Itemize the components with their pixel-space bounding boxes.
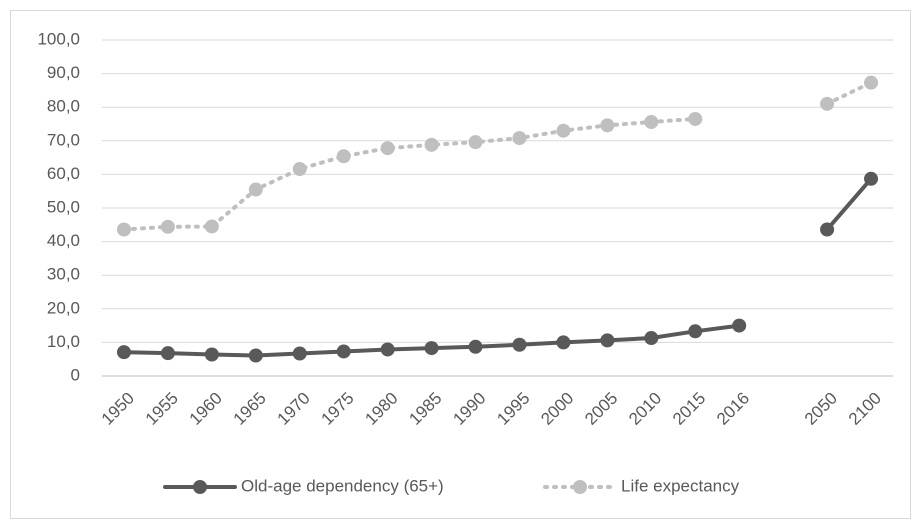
point-marker xyxy=(600,333,615,348)
point-marker xyxy=(336,149,351,164)
point-marker xyxy=(600,118,615,133)
point-marker xyxy=(204,219,219,234)
point-marker xyxy=(380,342,395,357)
y-tick-label: 0 xyxy=(71,365,80,384)
point-marker xyxy=(644,331,659,346)
point-marker xyxy=(820,222,835,237)
y-tick-label: 10,0 xyxy=(47,332,80,351)
point-marker xyxy=(688,111,703,126)
point-marker xyxy=(116,222,131,237)
y-tick-label: 40,0 xyxy=(47,231,80,250)
point-marker xyxy=(864,171,879,186)
legend-marker xyxy=(573,480,587,494)
point-marker xyxy=(556,123,571,138)
y-tick-label: 20,0 xyxy=(47,298,80,317)
point-marker xyxy=(116,345,131,360)
point-marker xyxy=(820,96,835,111)
y-tick-label: 60,0 xyxy=(47,164,80,183)
point-marker xyxy=(160,346,175,361)
y-tick-label: 80,0 xyxy=(47,97,80,116)
series-line xyxy=(121,80,874,232)
legend-label: Life expectancy xyxy=(621,476,740,495)
point-marker xyxy=(424,341,439,356)
point-marker xyxy=(468,135,483,150)
point-marker xyxy=(336,344,351,359)
point-marker xyxy=(468,339,483,354)
point-marker xyxy=(424,137,439,152)
point-marker xyxy=(644,114,659,129)
y-tick-label: 90,0 xyxy=(47,63,80,82)
point-marker xyxy=(380,141,395,156)
point-marker xyxy=(512,131,527,146)
y-tick-label: 30,0 xyxy=(47,265,80,284)
point-marker xyxy=(160,219,175,234)
y-tick-label: 50,0 xyxy=(47,197,80,216)
point-marker xyxy=(248,348,263,363)
legend-marker xyxy=(193,480,207,494)
point-marker xyxy=(732,318,747,333)
point-marker xyxy=(248,182,263,197)
point-marker xyxy=(512,337,527,352)
point-marker xyxy=(292,346,307,361)
point-marker xyxy=(292,162,307,177)
point-marker xyxy=(864,75,879,90)
legend-label: Old-age dependency (65+) xyxy=(241,476,444,495)
chart-frame xyxy=(10,10,911,519)
point-marker xyxy=(204,347,219,362)
point-marker xyxy=(556,335,571,350)
y-tick-label: 100,0 xyxy=(37,29,80,48)
point-marker xyxy=(688,324,703,339)
y-tick-label: 70,0 xyxy=(47,130,80,149)
